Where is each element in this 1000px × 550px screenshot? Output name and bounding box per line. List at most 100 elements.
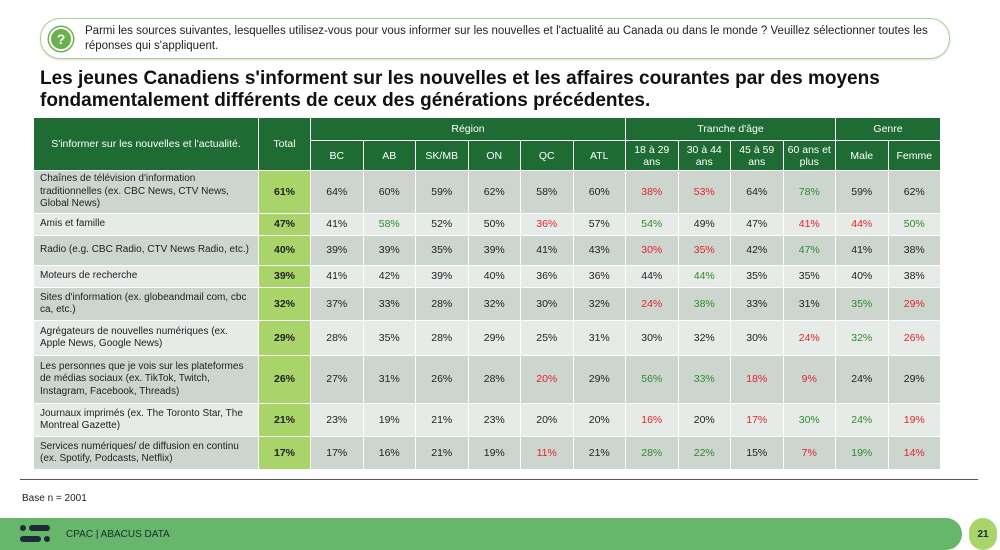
- value-cell: 29%: [887, 287, 941, 321]
- row-label: Amis et famille: [33, 213, 259, 236]
- value-cell: 38%: [887, 235, 941, 266]
- value-cell: 28%: [625, 436, 679, 470]
- value-cell: 24%: [835, 403, 889, 437]
- value-cell: 52%: [415, 213, 469, 236]
- value-cell: 64%: [730, 170, 784, 214]
- value-cell: 21%: [572, 436, 626, 470]
- value-cell: 20%: [520, 355, 574, 404]
- value-cell: 19%: [362, 403, 416, 437]
- row-label: Radio (e.g. CBC Radio, CTV News Radio, e…: [33, 235, 259, 266]
- value-cell: 35%: [782, 265, 836, 288]
- value-cell: 30%: [625, 235, 679, 266]
- total-cell: 17%: [258, 436, 311, 470]
- table-row: Radio (e.g. CBC Radio, CTV News Radio, e…: [33, 235, 941, 266]
- value-cell: 21%: [415, 436, 469, 470]
- value-cell: 56%: [625, 355, 679, 404]
- value-cell: 31%: [572, 320, 626, 356]
- value-cell: 31%: [782, 287, 836, 321]
- value-cell: 29%: [572, 355, 626, 404]
- value-cell: 30%: [625, 320, 679, 356]
- value-cell: 15%: [730, 436, 784, 470]
- value-cell: 40%: [467, 265, 521, 288]
- value-cell: 30%: [520, 287, 574, 321]
- value-cell: 28%: [310, 320, 364, 356]
- value-cell: 27%: [310, 355, 364, 404]
- value-cell: 32%: [572, 287, 626, 321]
- value-cell: 33%: [677, 355, 731, 404]
- row-label: Les personnes que je vois sur les platef…: [33, 355, 259, 404]
- value-cell: 24%: [625, 287, 679, 321]
- total-cell: 40%: [258, 235, 311, 266]
- value-cell: 19%: [887, 403, 941, 437]
- question-box: ? Parmi les sources suivantes, lesquelle…: [40, 18, 950, 59]
- value-cell: 22%: [677, 436, 731, 470]
- results-table: S'informer sur les nouvelles et l'actual…: [33, 117, 941, 470]
- value-cell: 35%: [835, 287, 889, 321]
- value-cell: 64%: [310, 170, 364, 214]
- value-cell: 28%: [415, 287, 469, 321]
- corner-header: S'informer sur les nouvelles et l'actual…: [33, 117, 259, 171]
- page-title: Les jeunes Canadiens s'informent sur les…: [40, 68, 880, 111]
- value-cell: 41%: [782, 213, 836, 236]
- table-row: Journaux imprimés (ex. The Toronto Star,…: [33, 403, 941, 437]
- value-cell: 35%: [730, 265, 784, 288]
- value-cell: 39%: [415, 265, 469, 288]
- value-cell: 33%: [362, 287, 416, 321]
- table-row: Moteurs de recherche 39% 41% 42% 39% 40% 36% 36…: [33, 265, 941, 288]
- question-text: Parmi les sources suivantes, lesquelles …: [85, 24, 928, 52]
- value-cell: 62%: [467, 170, 521, 214]
- value-cell: 24%: [835, 355, 889, 404]
- value-cell: 30%: [782, 403, 836, 437]
- table-row: Agrégateurs de nouvelles numériques (ex.…: [33, 320, 941, 356]
- table-row: Amis et famille 47% 41% 58% 52% 50% 36% 57% 54% 4…: [33, 213, 941, 236]
- value-cell: 44%: [677, 265, 731, 288]
- value-cell: 17%: [310, 436, 364, 470]
- value-cell: 16%: [625, 403, 679, 437]
- value-cell: 23%: [467, 403, 521, 437]
- value-cell: 39%: [310, 235, 364, 266]
- value-cell: 38%: [625, 170, 679, 214]
- value-cell: 78%: [782, 170, 836, 214]
- table-row: Services numériques/ de diffusion en con…: [33, 436, 941, 470]
- column-header: Femme: [887, 140, 941, 171]
- value-cell: 62%: [887, 170, 941, 214]
- value-cell: 54%: [625, 213, 679, 236]
- total-cell: 29%: [258, 320, 311, 356]
- value-cell: 25%: [520, 320, 574, 356]
- total-cell: 32%: [258, 287, 311, 321]
- value-cell: 32%: [677, 320, 731, 356]
- value-cell: 41%: [310, 213, 364, 236]
- column-header: ON: [467, 140, 521, 171]
- table-row: Chaînes de télévision d'information trad…: [33, 170, 941, 214]
- value-cell: 60%: [362, 170, 416, 214]
- row-label: Chaînes de télévision d'information trad…: [33, 170, 259, 214]
- column-header: AB: [362, 140, 416, 171]
- value-cell: 20%: [572, 403, 626, 437]
- value-cell: 50%: [467, 213, 521, 236]
- value-cell: 43%: [572, 235, 626, 266]
- footer-bar: CPAC | ABACUS DATA: [0, 518, 962, 550]
- value-cell: 28%: [415, 320, 469, 356]
- value-cell: 47%: [730, 213, 784, 236]
- divider: [20, 479, 978, 480]
- value-cell: 20%: [677, 403, 731, 437]
- row-label: Sites d'information (ex. globeandmail co…: [33, 287, 259, 321]
- question-icon: ?: [49, 26, 73, 51]
- column-header: SK/MB: [415, 140, 469, 171]
- row-label: Moteurs de recherche: [33, 265, 259, 288]
- value-cell: 42%: [730, 235, 784, 266]
- total-cell: 39%: [258, 265, 311, 288]
- total-header: Total: [258, 117, 311, 171]
- value-cell: 49%: [677, 213, 731, 236]
- value-cell: 7%: [782, 436, 836, 470]
- value-cell: 41%: [310, 265, 364, 288]
- column-header: BC: [310, 140, 364, 171]
- value-cell: 40%: [835, 265, 889, 288]
- value-cell: 32%: [835, 320, 889, 356]
- row-label: Agrégateurs de nouvelles numériques (ex.…: [33, 320, 259, 356]
- value-cell: 36%: [572, 265, 626, 288]
- value-cell: 44%: [625, 265, 679, 288]
- value-cell: 24%: [782, 320, 836, 356]
- value-cell: 60%: [572, 170, 626, 214]
- value-cell: 57%: [572, 213, 626, 236]
